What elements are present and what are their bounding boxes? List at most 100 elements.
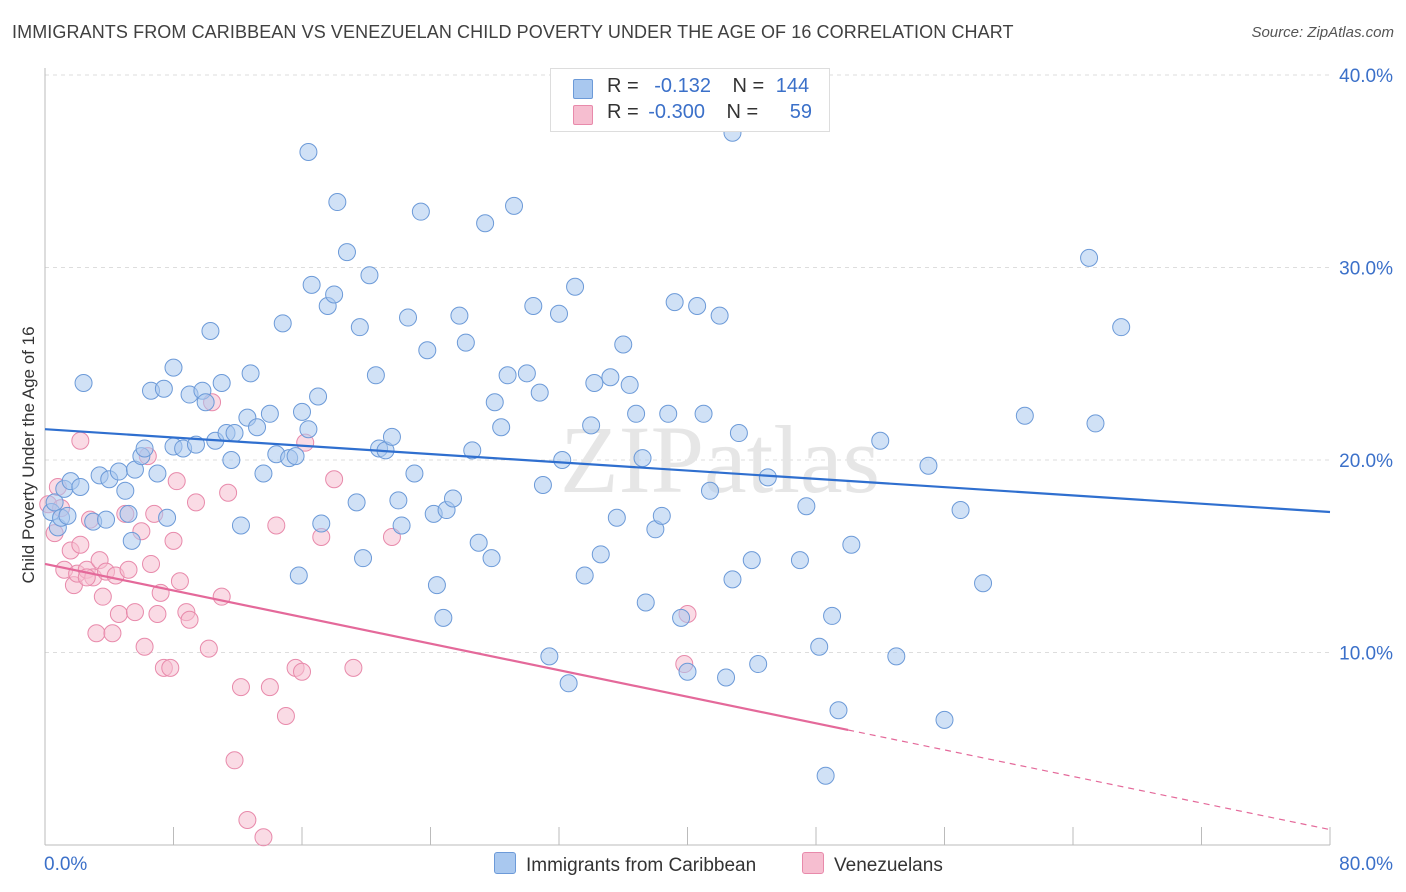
caribbean-point [887, 647, 906, 666]
caribbean-point [559, 674, 578, 693]
caribbean-point [540, 647, 559, 666]
caribbean-point [672, 608, 691, 627]
caribbean-point [299, 143, 318, 161]
venezuelans-point [325, 470, 344, 489]
venezuelans-point [267, 516, 286, 535]
venezuelans-point [71, 431, 90, 450]
caribbean-point [399, 308, 418, 327]
correlation-legend: R = -0.132 N = 144 R = -0.300 N = 59 [550, 68, 830, 132]
caribbean-point [231, 516, 250, 535]
venezuelans-point [199, 639, 218, 658]
caribbean-point [328, 193, 347, 212]
caribbean-point [688, 297, 707, 315]
caribbean-point [337, 243, 356, 262]
caribbean-point [717, 668, 736, 687]
caribbean-point [1080, 248, 1099, 267]
caribbean-point [665, 293, 684, 312]
caribbean-point [116, 481, 135, 500]
venezuelans-point [219, 483, 238, 502]
caribbean-point [810, 637, 829, 656]
caribbean-point [607, 508, 626, 527]
bottom-legend-swatch-pink [802, 852, 824, 874]
venezuelans-point [93, 587, 112, 606]
caribbean-point [919, 456, 938, 475]
caribbean-point [694, 404, 713, 423]
caribbean-point [248, 418, 267, 437]
caribbean-point [463, 441, 482, 460]
caribbean-point [533, 476, 552, 495]
caribbean-point [164, 358, 183, 377]
caribbean-point [450, 306, 469, 325]
venezuelans-point [225, 751, 244, 770]
caribbean-point [829, 701, 848, 720]
x-tick-label: 80.0% [1339, 854, 1393, 875]
caribbean-trend-line [44, 428, 1331, 514]
caribbean-point [485, 393, 504, 412]
trend-lines [44, 428, 1331, 831]
venezuelans-point [238, 810, 257, 829]
venezuelans-point [148, 605, 167, 623]
caribbean-point [550, 304, 568, 323]
caribbean-point [347, 493, 366, 512]
venezuelans-point [382, 528, 401, 546]
caribbean-point [749, 655, 768, 674]
caribbean-point [678, 662, 697, 681]
watermark: ZIPatlas [560, 406, 880, 513]
caribbean-point [659, 404, 678, 423]
caribbean-point [790, 551, 809, 570]
tick-labels: 10.0% 20.0% 30.0% 40.0% 0.0% 80.0% [44, 66, 1393, 875]
caribbean-point [1086, 414, 1105, 433]
caribbean-point [302, 275, 321, 294]
caribbean-point [614, 335, 633, 354]
caribbean-point [411, 202, 430, 221]
caribbean-point [566, 277, 585, 296]
bottom-legend-swatch-blue [494, 852, 516, 874]
caribbean-point [196, 393, 215, 412]
caribbean-point [109, 462, 128, 481]
caribbean-point [427, 576, 446, 595]
caribbean-point [723, 570, 742, 589]
caribbean-point [135, 439, 154, 458]
caribbean-point [974, 574, 993, 593]
caribbean-point [582, 416, 601, 435]
caribbean-point [119, 504, 138, 523]
caribbean-point [742, 551, 761, 570]
venezuelans-point [161, 658, 180, 677]
caribbean-point [273, 314, 292, 333]
venezuelans-points [39, 393, 697, 847]
venezuelans-point [135, 637, 154, 656]
caribbean-point [293, 402, 311, 421]
caribbean-point [498, 366, 517, 385]
legend-r-value: -0.132 [654, 75, 711, 97]
caribbean-point [350, 318, 369, 337]
caribbean-point [797, 497, 816, 516]
caribbean-point [122, 531, 141, 550]
caribbean-point [186, 435, 205, 454]
caribbean-point [389, 491, 408, 510]
legend-text-caribbean: R = -0.132 N = 144 [607, 75, 809, 98]
caribbean-point [700, 481, 719, 500]
caribbean-point [45, 493, 64, 512]
caribbean-point [360, 266, 379, 285]
caribbean-point [286, 447, 305, 466]
bottom-legend-label: Immigrants from Caribbean [526, 855, 757, 876]
caribbean-point [154, 379, 173, 398]
y-tick-label: 30.0% [1339, 259, 1393, 280]
venezuelans-trend-extension [848, 729, 1331, 831]
legend-r-value: -0.300 [648, 101, 705, 123]
venezuelans-point [119, 560, 138, 579]
venezuelans-point [276, 707, 295, 726]
y-axis-label: Child Poverty Under the Age of 16 [19, 326, 38, 583]
venezuelans-point [142, 554, 161, 573]
venezuelans-point [167, 472, 186, 491]
caribbean-point [951, 501, 970, 520]
caribbean-point [443, 489, 462, 508]
caribbean-point [524, 297, 543, 315]
caribbean-point [553, 451, 572, 469]
caribbean-point [517, 364, 536, 383]
caribbean-point [758, 468, 777, 487]
caribbean-point [289, 566, 308, 585]
caribbean-point [201, 322, 220, 341]
venezuelans-point [103, 624, 122, 643]
